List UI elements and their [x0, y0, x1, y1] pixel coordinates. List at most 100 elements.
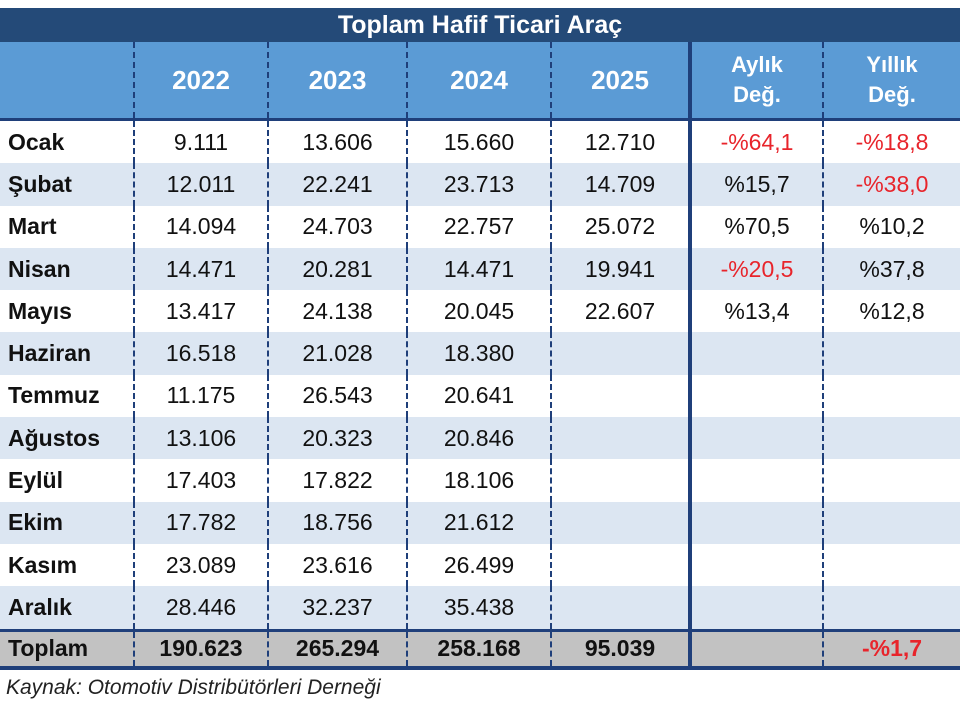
sales-table: 2022 2023 2024 2025 Aylık Değ. Yıllık Değ.… — [0, 42, 960, 670]
value-2022: 14.094 — [133, 205, 268, 248]
yearly-change: -%18,8 — [822, 119, 960, 164]
value-2023: 17.822 — [267, 459, 407, 502]
table-row: Haziran 16.518 21.028 18.380 — [0, 332, 960, 375]
month-cell: Kasım — [8, 551, 78, 578]
yearly-change — [822, 374, 960, 418]
monthly-change: %70,5 — [688, 205, 823, 248]
table-row: Mart 14.094 24.703 22.757 25.072 %70,5 %10,2 — [0, 205, 960, 248]
monthly-change — [688, 332, 823, 375]
value-2023: 24.703 — [267, 205, 407, 248]
total-row: Toplam 190.623 265.294 258.168 95.039 -%1,7 — [0, 628, 960, 670]
value-2022: 17.403 — [133, 459, 268, 502]
month-cell: Ağustos — [0, 417, 134, 460]
value-2025: 19.941 — [550, 247, 690, 291]
value-2023: 20.281 — [267, 247, 407, 291]
table-row: Nisan 14.471 20.281 14.471 19.941 -%20,5 %37,8 — [0, 247, 960, 291]
value-2025 — [550, 417, 690, 460]
table-row: Temmuz 11.175 26.543 20.641 — [0, 374, 960, 418]
value-2025: 95.039 — [550, 628, 690, 670]
value-2025: 25.072 — [550, 205, 690, 248]
yearly-change — [822, 586, 960, 631]
monthly-change: -%20,5 — [688, 247, 823, 291]
table-row: Şubat 12.011 22.241 23.713 14.709 %15,7 -%38,0 — [0, 163, 960, 206]
value-2022: 16.518 — [133, 332, 268, 375]
value-2022: 9.111 — [133, 119, 268, 164]
monthly-change — [688, 417, 823, 460]
monthly-change — [688, 501, 823, 544]
value-2022: 12.011 — [133, 163, 268, 206]
value-2024: 20.045 — [406, 290, 551, 333]
value-2025 — [550, 543, 690, 587]
value-2022: 14.471 — [133, 247, 268, 291]
value-2025 — [550, 332, 690, 375]
table-row: Aralık 28.446 32.237 35.438 — [0, 586, 960, 631]
value-2024: 20.641 — [406, 374, 551, 418]
value-2025 — [550, 586, 690, 631]
yearly-change — [822, 459, 960, 502]
source-note: Kaynak: Otomotiv Distribütörleri Derneği — [6, 676, 381, 699]
monthly-change — [688, 459, 823, 502]
header-2023: 2023 — [267, 42, 407, 121]
monthly-change — [688, 586, 823, 631]
header-2024: 2024 — [406, 42, 551, 121]
header-2025: 2025 — [550, 42, 690, 121]
header-yearly-line2: Değ. — [868, 82, 916, 107]
yearly-change — [822, 332, 960, 375]
value-2022: 23.089 — [133, 543, 268, 587]
month-cell: Ocak — [8, 128, 65, 155]
table-row: Kasım 23.089 23.616 26.499 — [0, 543, 960, 587]
header-yearly-line1: Yıllık — [866, 52, 918, 77]
value-2024: 21.612 — [406, 501, 551, 544]
value-2025 — [550, 374, 690, 418]
table-row: Eylül 17.403 17.822 18.106 — [0, 459, 960, 502]
value-2025: 12.710 — [550, 119, 690, 164]
monthly-change — [688, 628, 823, 670]
month-cell: Mart — [8, 213, 57, 240]
yearly-change: -%38,0 — [822, 163, 960, 206]
month-cell: Şubat — [0, 163, 134, 206]
value-2022: 13.106 — [133, 417, 268, 460]
value-2024: 18.380 — [406, 332, 551, 375]
value-2023: 22.241 — [267, 163, 407, 206]
value-2024: 18.106 — [406, 459, 551, 502]
month-cell: Temmuz — [8, 382, 100, 409]
value-2022: 17.782 — [133, 501, 268, 544]
yearly-change: %12,8 — [822, 290, 960, 333]
value-2024: 258.168 — [406, 628, 551, 670]
value-2023: 265.294 — [267, 628, 407, 670]
header-month — [0, 42, 134, 121]
yearly-change — [822, 543, 960, 587]
header-monthly-change: Aylık Değ. — [688, 42, 823, 121]
table-row: Ekim 17.782 18.756 21.612 — [0, 501, 960, 544]
header-row: 2022 2023 2024 2025 Aylık Değ. Yıllık Değ. — [0, 42, 960, 121]
value-2024: 35.438 — [406, 586, 551, 631]
yearly-change — [822, 501, 960, 544]
value-2025: 22.607 — [550, 290, 690, 333]
monthly-change: -%64,1 — [688, 119, 823, 164]
yearly-change — [822, 417, 960, 460]
monthly-change: %15,7 — [688, 163, 823, 206]
value-2023: 26.543 — [267, 374, 407, 418]
month-cell: Ekim — [0, 501, 134, 544]
month-cell: Eylül — [8, 467, 63, 494]
value-2025: 14.709 — [550, 163, 690, 206]
monthly-change — [688, 374, 823, 418]
value-2023: 13.606 — [267, 119, 407, 164]
table-title: Toplam Hafif Ticari Araç — [0, 8, 960, 42]
month-cell: Aralık — [0, 586, 134, 631]
monthly-change — [688, 543, 823, 587]
header-monthly-line2: Değ. — [733, 82, 781, 107]
value-2023: 20.323 — [267, 417, 407, 460]
value-2023: 32.237 — [267, 586, 407, 631]
month-cell: Haziran — [0, 332, 134, 375]
header-yearly-change: Yıllık Değ. — [822, 42, 960, 121]
yearly-change: %37,8 — [822, 247, 960, 291]
month-cell: Toplam — [0, 628, 134, 670]
value-2024: 20.846 — [406, 417, 551, 460]
month-cell: Nisan — [0, 247, 134, 291]
value-2024: 14.471 — [406, 247, 551, 291]
value-2023: 23.616 — [267, 543, 407, 587]
yearly-change: %10,2 — [822, 205, 960, 248]
value-2022: 28.446 — [133, 586, 268, 631]
value-2023: 21.028 — [267, 332, 407, 375]
